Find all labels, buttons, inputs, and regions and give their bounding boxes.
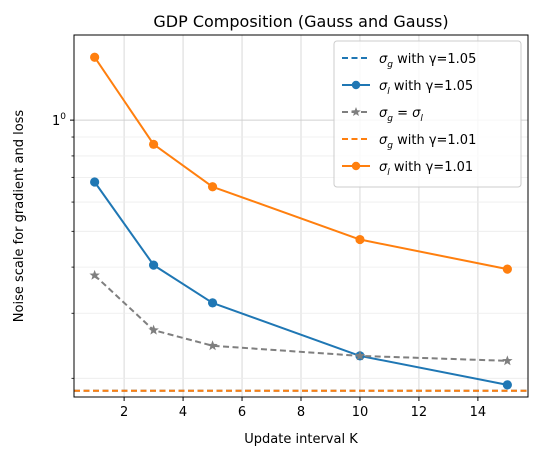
x-tick-label: 2 [120, 405, 128, 420]
circle-marker [90, 52, 100, 62]
star-marker [207, 340, 218, 351]
circle-marker [355, 234, 365, 245]
legend: σg with γ=1.05 σl with γ=1.05 σg = σl σg wi… [333, 40, 522, 188]
x-axis-label: Update interval K [244, 432, 358, 447]
circle-marker [351, 80, 361, 90]
star-marker [351, 107, 361, 117]
series-l-with-1-01 [90, 52, 512, 274]
legend-label: σg with γ=1.05 [379, 52, 476, 70]
x-tick-label: 12 [411, 405, 428, 420]
circle-marker [148, 139, 159, 149]
circle-marker [351, 161, 361, 171]
legend-label: σg with γ=1.01 [379, 133, 476, 151]
legend-item: σg with γ=1.01 [342, 133, 476, 151]
series-g-l [89, 269, 513, 366]
series-line [93, 274, 508, 362]
x-tick-label: 14 [470, 405, 487, 420]
star-marker [89, 269, 100, 280]
legend-item: σl with γ=1.01 [342, 160, 473, 178]
x-tick-label: 10 [352, 405, 369, 420]
legend-box [333, 40, 522, 188]
legend-item: σg with γ=1.05 [342, 52, 476, 70]
chart-title: GDP Composition (Gauss and Gauss) [153, 12, 448, 31]
x-tick-label: 6 [238, 405, 246, 420]
series-layer [74, 52, 528, 392]
legend-label: σl with γ=1.05 [379, 79, 473, 97]
star-marker [148, 324, 159, 335]
circle-marker [90, 177, 100, 187]
ticks: 2 4 6 8 10 12 14 10 [52, 112, 486, 420]
star-marker [354, 350, 366, 361]
circle-marker [207, 298, 218, 308]
y-tick-label: 10 [52, 112, 66, 129]
x-tick-label: 4 [179, 405, 187, 420]
circle-marker [207, 182, 218, 192]
legend-item: σl with γ=1.05 [342, 79, 473, 97]
legend-label: σl with γ=1.01 [379, 160, 473, 178]
x-tick-label: 8 [297, 405, 305, 420]
circle-marker [502, 264, 512, 274]
circle-marker [502, 380, 512, 390]
grid [74, 35, 528, 397]
legend-label: σg = σl [379, 106, 423, 124]
star-marker [502, 355, 513, 366]
legend-item: σg = σl [342, 106, 423, 124]
y-axis-label: Noise scale for gradient and loss [12, 110, 27, 323]
circle-marker [148, 260, 159, 270]
